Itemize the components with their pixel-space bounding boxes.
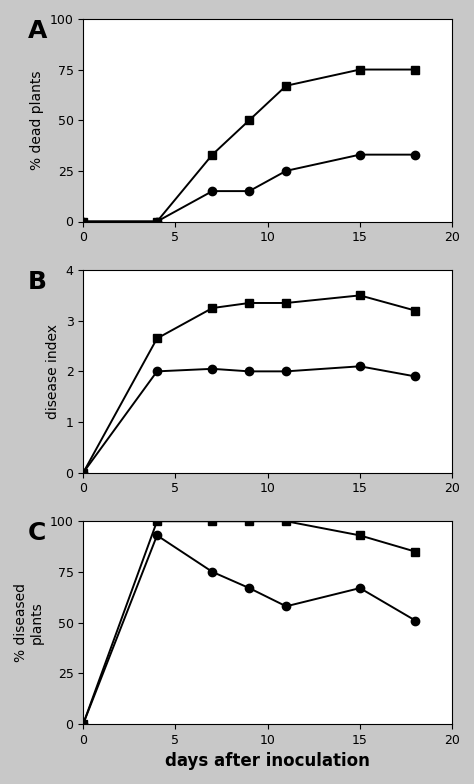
Y-axis label: % dead plants: % dead plants (30, 71, 44, 170)
Text: C: C (28, 521, 46, 545)
Y-axis label: % diseased
plants: % diseased plants (14, 583, 44, 662)
X-axis label: days after inoculation: days after inoculation (165, 752, 370, 770)
Y-axis label: disease index: disease index (46, 324, 60, 419)
Text: A: A (28, 19, 47, 43)
Text: B: B (28, 270, 47, 294)
